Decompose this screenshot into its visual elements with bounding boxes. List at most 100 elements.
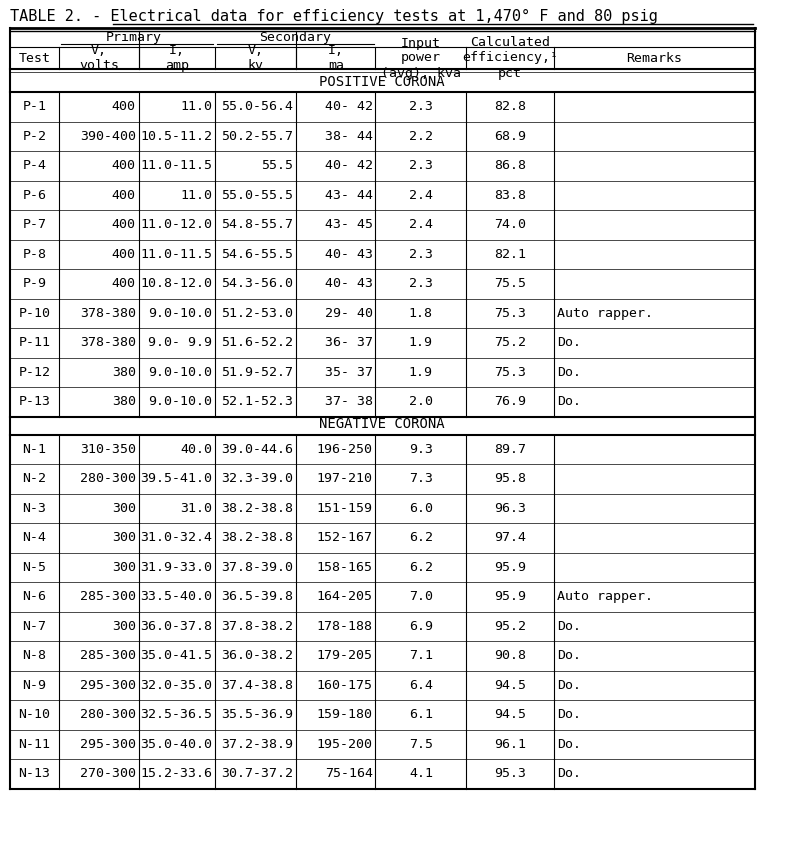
- Text: 39.5-41.0: 39.5-41.0: [140, 472, 212, 485]
- Text: N-1: N-1: [22, 442, 46, 456]
- Text: 37.4-38.8: 37.4-38.8: [222, 679, 294, 691]
- Text: 4.1: 4.1: [409, 767, 433, 780]
- Text: 2.0: 2.0: [409, 395, 433, 408]
- Text: 36.0-37.8: 36.0-37.8: [140, 619, 212, 633]
- Text: 400: 400: [112, 247, 136, 261]
- Text: 9.0-10.0: 9.0-10.0: [148, 395, 212, 408]
- Text: 2.3: 2.3: [409, 247, 433, 261]
- Text: 55.0-55.5: 55.0-55.5: [222, 189, 294, 202]
- Text: 152-167: 152-167: [317, 531, 373, 545]
- Text: 75.2: 75.2: [494, 336, 526, 350]
- Text: N-5: N-5: [22, 561, 46, 574]
- Text: Input
power
(avg), kva: Input power (avg), kva: [381, 36, 461, 80]
- Text: 51.9-52.7: 51.9-52.7: [222, 366, 294, 379]
- Text: 9.0-10.0: 9.0-10.0: [148, 307, 212, 320]
- Text: 38.2-38.8: 38.2-38.8: [222, 502, 294, 515]
- Text: 390-400: 390-400: [80, 130, 136, 143]
- Text: 2.4: 2.4: [409, 189, 433, 202]
- Text: 39.0-44.6: 39.0-44.6: [222, 442, 294, 456]
- Text: 82.1: 82.1: [494, 247, 526, 261]
- Text: 380: 380: [112, 366, 136, 379]
- Text: 96.3: 96.3: [494, 502, 526, 515]
- Text: 280-300: 280-300: [80, 709, 136, 722]
- Text: 400: 400: [112, 218, 136, 231]
- Text: 54.6-55.5: 54.6-55.5: [222, 247, 294, 261]
- Text: 7.5: 7.5: [409, 738, 433, 751]
- Text: 54.8-55.7: 54.8-55.7: [222, 218, 294, 231]
- Text: 310-350: 310-350: [80, 442, 136, 456]
- Text: N-6: N-6: [22, 590, 46, 603]
- Text: 9.0-10.0: 9.0-10.0: [148, 366, 212, 379]
- Text: 2.3: 2.3: [409, 159, 433, 173]
- Text: Remarks: Remarks: [626, 52, 682, 64]
- Text: P-8: P-8: [22, 247, 46, 261]
- Text: 11.0: 11.0: [180, 189, 212, 202]
- Text: 43- 44: 43- 44: [325, 189, 373, 202]
- Text: 6.4: 6.4: [409, 679, 433, 691]
- Text: 95.9: 95.9: [494, 561, 526, 574]
- Text: 179-205: 179-205: [317, 649, 373, 662]
- Text: 37- 38: 37- 38: [325, 395, 373, 408]
- Text: 11.0: 11.0: [180, 101, 212, 113]
- Text: 380: 380: [112, 395, 136, 408]
- Text: 178-188: 178-188: [317, 619, 373, 633]
- Text: P-9: P-9: [22, 277, 46, 290]
- Text: 43- 45: 43- 45: [325, 218, 373, 231]
- Text: P-12: P-12: [18, 366, 50, 379]
- Text: 40- 43: 40- 43: [325, 247, 373, 261]
- Text: 285-300: 285-300: [80, 590, 136, 603]
- Text: N-11: N-11: [18, 738, 50, 751]
- Text: 2.2: 2.2: [409, 130, 433, 143]
- Text: 400: 400: [112, 189, 136, 202]
- Text: 2.3: 2.3: [409, 277, 433, 290]
- Text: 7.3: 7.3: [409, 472, 433, 485]
- Text: 35.5-36.9: 35.5-36.9: [222, 709, 294, 722]
- Text: 40- 43: 40- 43: [325, 277, 373, 290]
- Text: 40- 42: 40- 42: [325, 159, 373, 173]
- Text: 6.2: 6.2: [409, 561, 433, 574]
- Text: 97.4: 97.4: [494, 531, 526, 545]
- Text: 295-300: 295-300: [80, 738, 136, 751]
- Text: 95.2: 95.2: [494, 619, 526, 633]
- Text: Do.: Do.: [557, 366, 581, 379]
- Text: N-8: N-8: [22, 649, 46, 662]
- Text: 10.5-11.2: 10.5-11.2: [140, 130, 212, 143]
- Text: 197-210: 197-210: [317, 472, 373, 485]
- Text: 7.1: 7.1: [409, 649, 433, 662]
- Text: 160-175: 160-175: [317, 679, 373, 691]
- Text: 33.5-40.0: 33.5-40.0: [140, 590, 212, 603]
- Text: 75.5: 75.5: [494, 277, 526, 290]
- Text: 82.8: 82.8: [494, 101, 526, 113]
- Text: 6.9: 6.9: [409, 619, 433, 633]
- Text: 35- 37: 35- 37: [325, 366, 373, 379]
- Text: I,
ma: I, ma: [328, 44, 344, 72]
- Text: 285-300: 285-300: [80, 649, 136, 662]
- Text: P-7: P-7: [22, 218, 46, 231]
- Text: 1.8: 1.8: [409, 307, 433, 320]
- Text: 378-380: 378-380: [80, 307, 136, 320]
- Text: Do.: Do.: [557, 767, 581, 780]
- Text: Secondary: Secondary: [259, 31, 331, 44]
- Text: Do.: Do.: [557, 336, 581, 350]
- Text: P-4: P-4: [22, 159, 46, 173]
- Text: Do.: Do.: [557, 619, 581, 633]
- Text: P-10: P-10: [18, 307, 50, 320]
- Text: 51.2-53.0: 51.2-53.0: [222, 307, 294, 320]
- Text: Auto rapper.: Auto rapper.: [557, 590, 653, 603]
- Text: 95.9: 95.9: [494, 590, 526, 603]
- Text: 68.9: 68.9: [494, 130, 526, 143]
- Text: 400: 400: [112, 159, 136, 173]
- Text: 195-200: 195-200: [317, 738, 373, 751]
- Text: NEGATIVE CORONA: NEGATIVE CORONA: [319, 417, 445, 431]
- Text: P-2: P-2: [22, 130, 46, 143]
- Text: TABLE 2. - Electrical data for efficiency tests at 1,470° F and 80 psig: TABLE 2. - Electrical data for efficienc…: [10, 9, 658, 23]
- Text: Calculated
efficiency,¹
pct: Calculated efficiency,¹ pct: [462, 36, 558, 80]
- Text: 95.3: 95.3: [494, 767, 526, 780]
- Text: 50.2-55.7: 50.2-55.7: [222, 130, 294, 143]
- Text: 37.2-38.9: 37.2-38.9: [222, 738, 294, 751]
- Text: Do.: Do.: [557, 679, 581, 691]
- Text: 6.0: 6.0: [409, 502, 433, 515]
- Text: Do.: Do.: [557, 649, 581, 662]
- Text: N-3: N-3: [22, 502, 46, 515]
- Text: 89.7: 89.7: [494, 442, 526, 456]
